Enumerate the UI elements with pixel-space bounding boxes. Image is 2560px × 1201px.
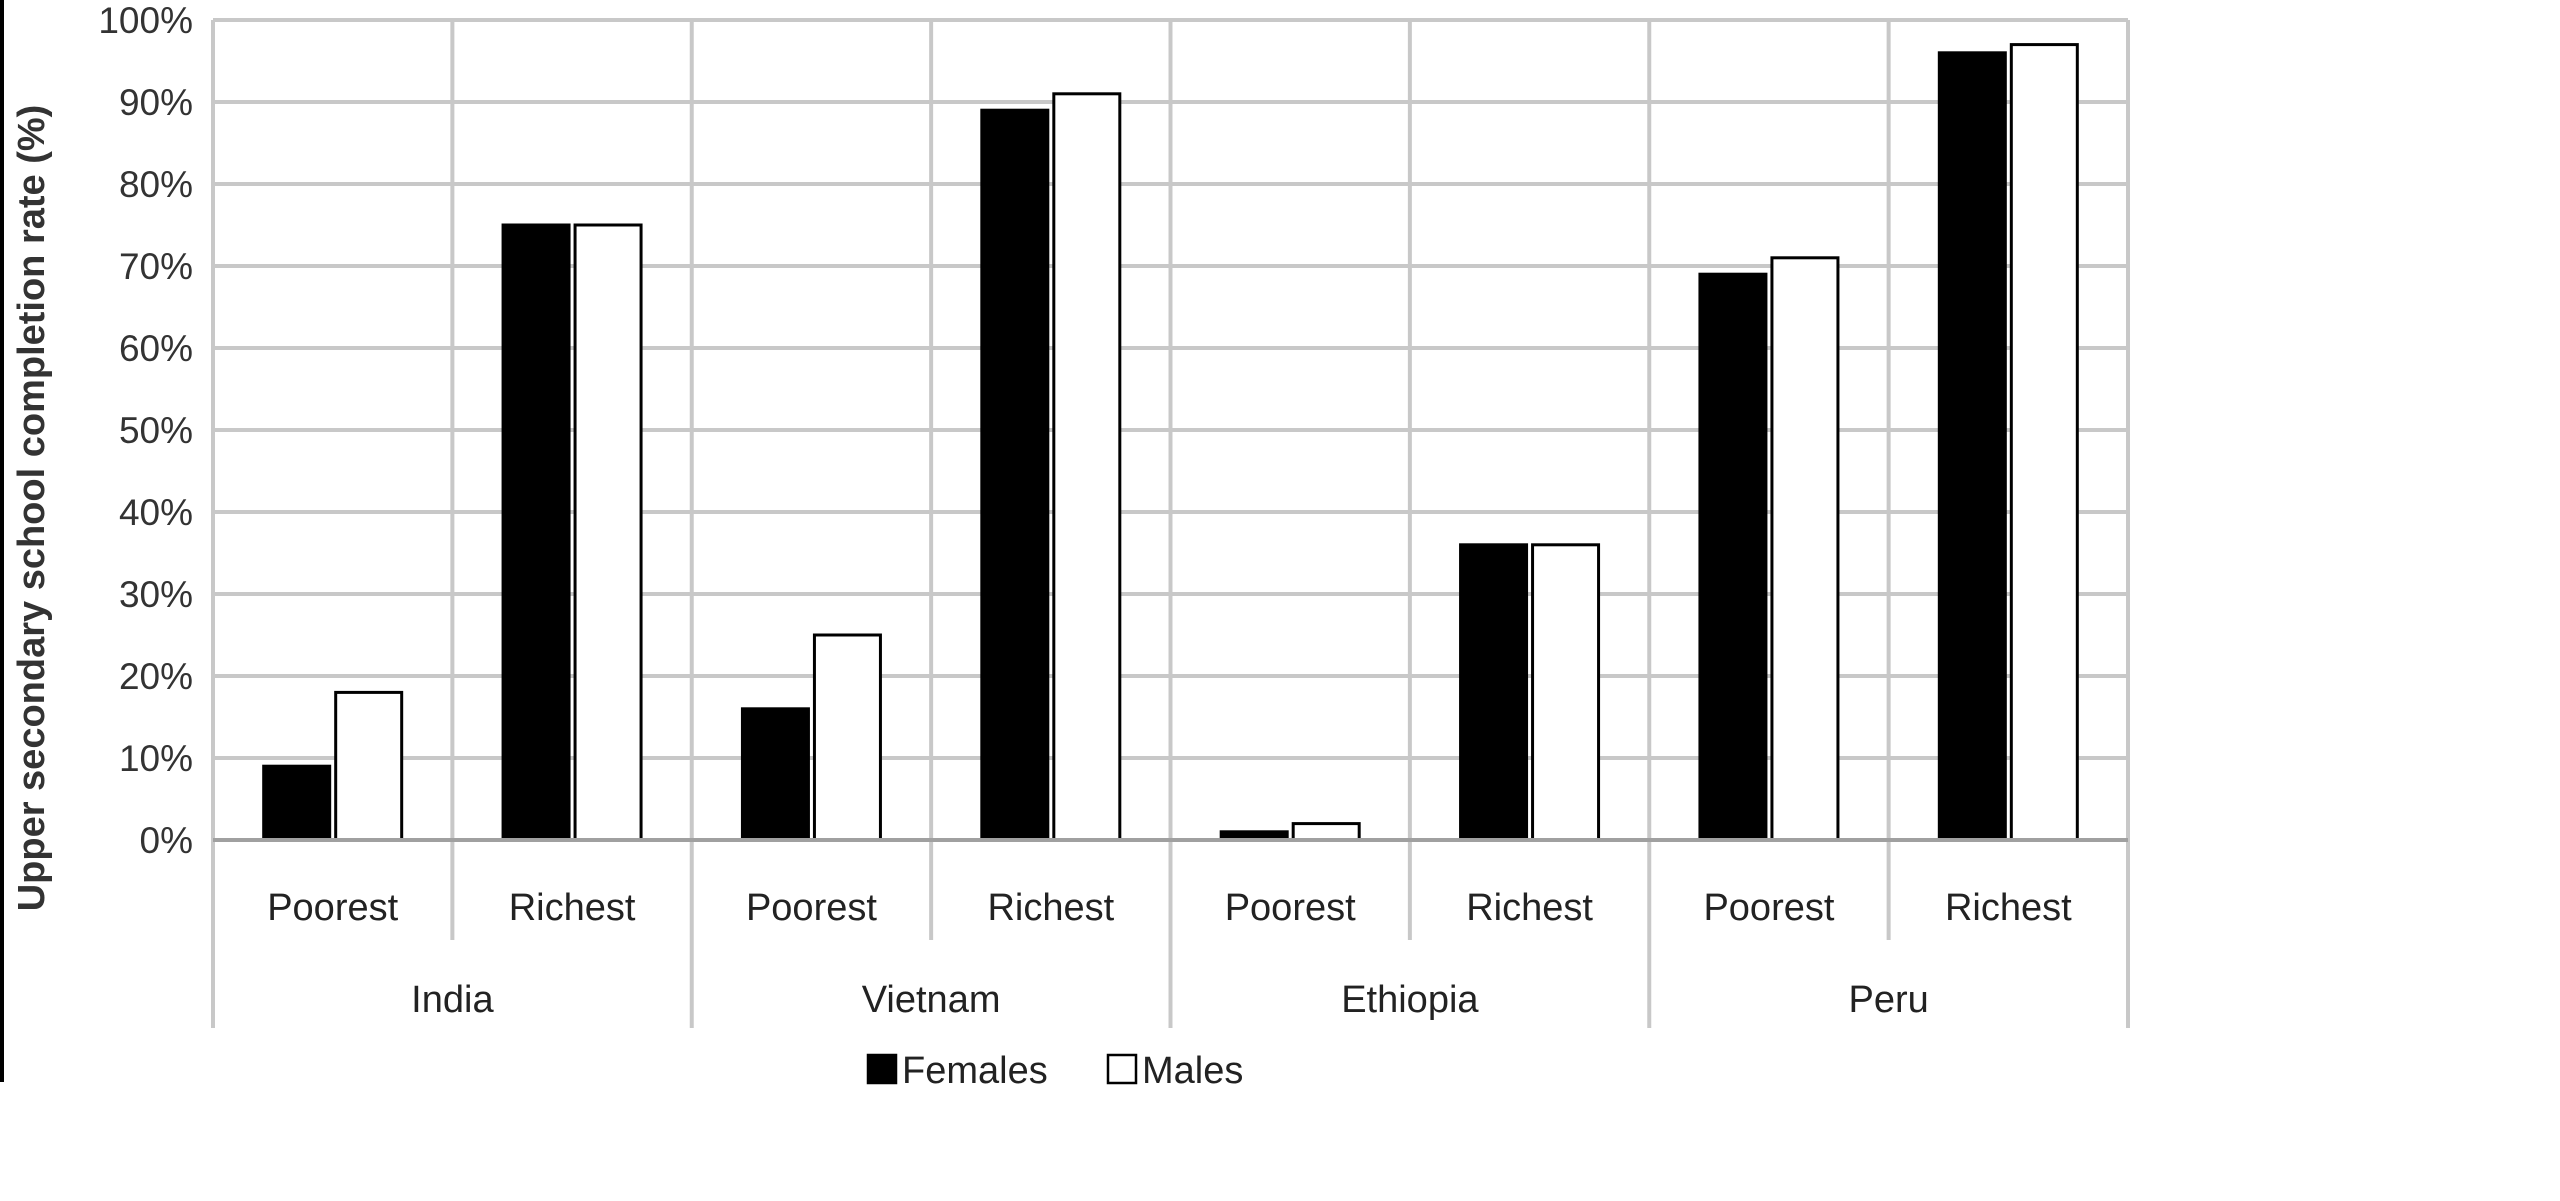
bar-males-5 (1531, 543, 1601, 842)
group-label: Vietnam (862, 979, 1001, 1021)
bars-layer (262, 43, 2079, 842)
legend-label-females: Females (902, 1050, 1048, 1092)
grid-layer (211, 18, 2130, 1028)
bar-females-6 (1698, 272, 1768, 842)
x-tick-label: Richest (1945, 887, 2072, 929)
y-tick-label: 80% (119, 164, 193, 205)
bar-males-0 (334, 690, 404, 842)
y-tick-label: 60% (119, 328, 193, 369)
x-tick-label: Richest (1466, 887, 1593, 929)
bar-males-1 (573, 223, 643, 842)
x-tick-label: Richest (509, 887, 636, 929)
y-tick-label: 30% (119, 574, 193, 615)
legend-swatch-males (1106, 1053, 1138, 1085)
y-tick-label: 50% (119, 410, 193, 451)
legend-label-males: Males (1142, 1050, 1243, 1092)
y-axis-title: Upper secondary school completion rate (… (11, 105, 53, 912)
x-tick-label: Poorest (1703, 887, 1834, 929)
x-tick-label: Poorest (267, 887, 398, 929)
x-tick-label: Richest (987, 887, 1114, 929)
group-label: India (411, 979, 494, 1021)
legend: Females Males (866, 1050, 1243, 1092)
y-tick-label: 90% (119, 82, 193, 123)
bar-females-1 (501, 223, 571, 842)
y-tick-label: 100% (98, 0, 193, 41)
y-tick-label: 10% (119, 738, 193, 779)
bar-males-6 (1770, 256, 1840, 842)
bar-males-4 (1291, 822, 1361, 842)
y-tick-label: 70% (119, 246, 193, 287)
labels-layer: 0% 10% 20% 30% 40% 50% 60% 70% 80% 90% 100% Poorest… (98, 0, 2072, 1021)
bar-males-3 (1052, 92, 1122, 842)
bar-females-3 (980, 108, 1050, 842)
x-tick-label: Poorest (746, 887, 877, 929)
left-edge-rule (0, 0, 4, 1082)
y-tick-label: 40% (119, 492, 193, 533)
group-label: Ethiopia (1341, 979, 1479, 1021)
bar-females-0 (262, 764, 332, 842)
group-label: Peru (1848, 979, 1928, 1021)
bar-females-5 (1459, 543, 1529, 842)
y-tick-label: 20% (119, 656, 193, 697)
bar-females-2 (740, 707, 810, 842)
x-tick-label: Poorest (1225, 887, 1356, 929)
y-tick-label: 0% (140, 820, 193, 861)
bar-females-7 (1937, 51, 2007, 842)
bar-males-2 (812, 633, 882, 842)
bar-males-7 (2009, 43, 2079, 842)
legend-swatch-females (866, 1053, 898, 1085)
